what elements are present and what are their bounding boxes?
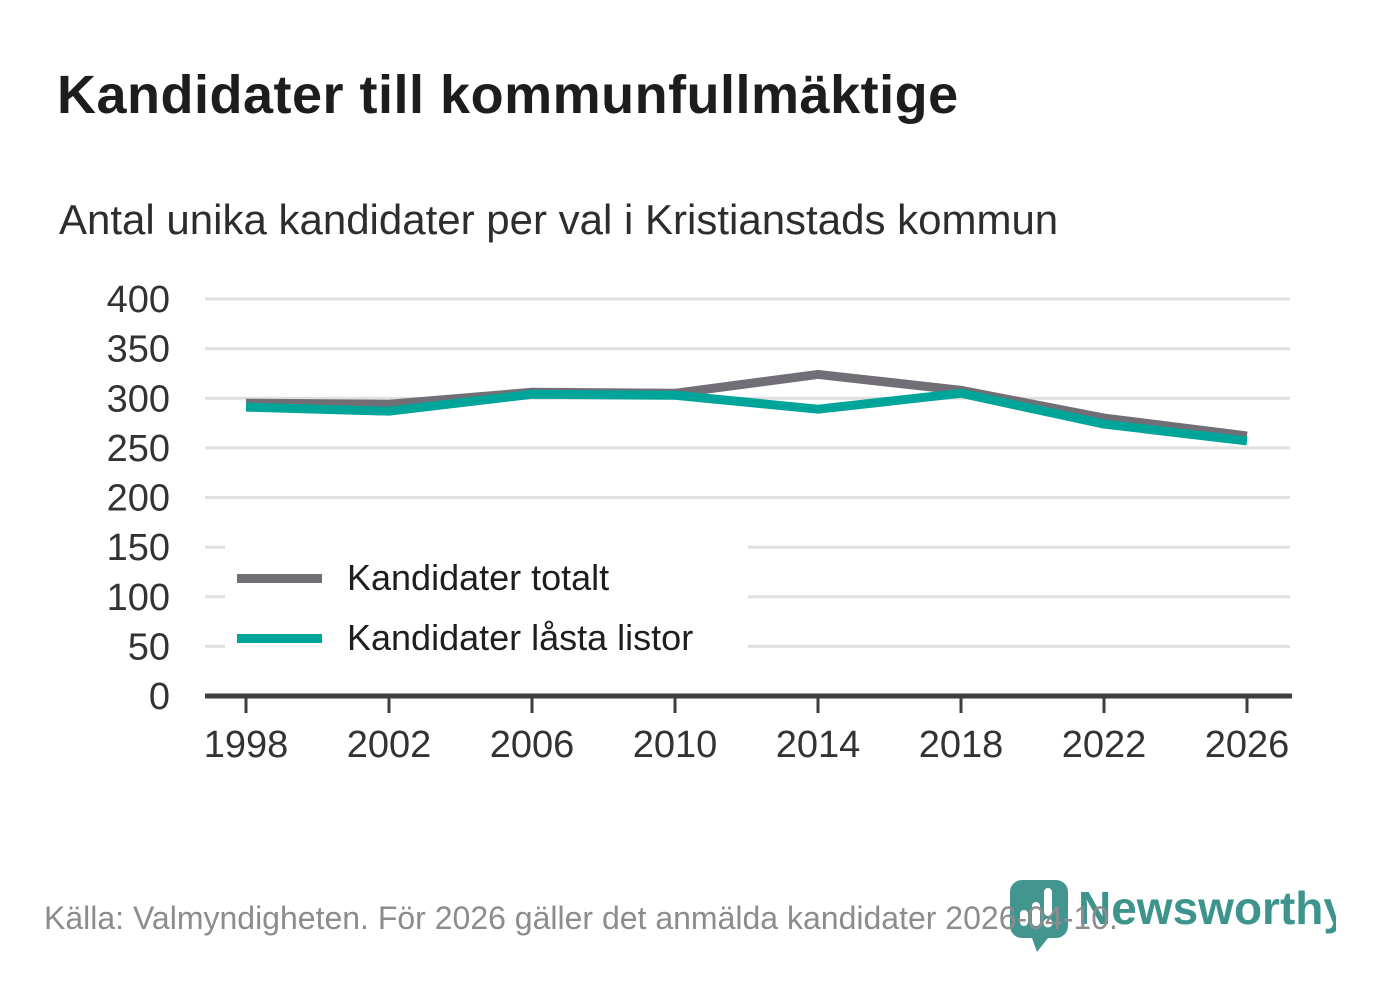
- source-note: Källa: Valmyndigheten. För 2026 gäller d…: [44, 900, 1118, 936]
- y-axis-tick-label: 350: [107, 329, 170, 371]
- y-axis-tick-label: 150: [107, 527, 170, 569]
- x-axis-tick-label: 1998: [204, 724, 289, 766]
- y-axis-tick-label: 400: [107, 279, 170, 321]
- page-title: Kandidater till kommunfullmäktige: [57, 65, 959, 125]
- chart-legend: Kandidater totalt Kandidater låsta listo…: [225, 545, 748, 671]
- series-line-kandidater-lasta-listor: [245, 388, 1248, 446]
- newsworthy-logo-graphic: Newsworthy: [1010, 880, 1349, 952]
- x-axis-tick-label: 2022: [1062, 724, 1147, 766]
- locked-series-swatch: [237, 633, 322, 643]
- y-axis-tick-label: 100: [107, 577, 170, 619]
- legend-label-total: Kandidater totalt: [347, 557, 610, 598]
- total-series-swatch: [237, 573, 322, 583]
- y-axis-tick-label: 0: [149, 676, 170, 718]
- newsworthy-wordmark: Newsworthy: [1078, 882, 1336, 934]
- x-axis-tick-label: 2010: [633, 724, 718, 766]
- map-pin-bar-chart-icon: [1010, 880, 1068, 952]
- y-axis-tick-label: 300: [107, 378, 170, 420]
- x-axis-tick-label: 2018: [919, 724, 1004, 766]
- x-axis-tick-label: 2006: [490, 724, 575, 766]
- legend-item-total: Kandidater totalt: [237, 555, 748, 601]
- x-axis-tick-label: 2002: [347, 724, 432, 766]
- x-axis-tick-label: 2014: [776, 724, 861, 766]
- x-axis-tick-label: 2026: [1205, 724, 1290, 766]
- y-axis-tick-label: 250: [107, 428, 170, 470]
- y-axis-tick-label: 200: [107, 478, 170, 520]
- legend-label-locked: Kandidater låsta listor: [347, 617, 694, 658]
- series-line-kandidater-totalt: [245, 369, 1248, 441]
- legend-item-locked: Kandidater låsta listor: [237, 615, 748, 661]
- chart-subtitle: Antal unika kandidater per val i Kristia…: [59, 196, 1059, 243]
- y-axis-tick-label: 50: [128, 626, 170, 668]
- newsworthy-logo: Newsworthy: [1006, 872, 1349, 977]
